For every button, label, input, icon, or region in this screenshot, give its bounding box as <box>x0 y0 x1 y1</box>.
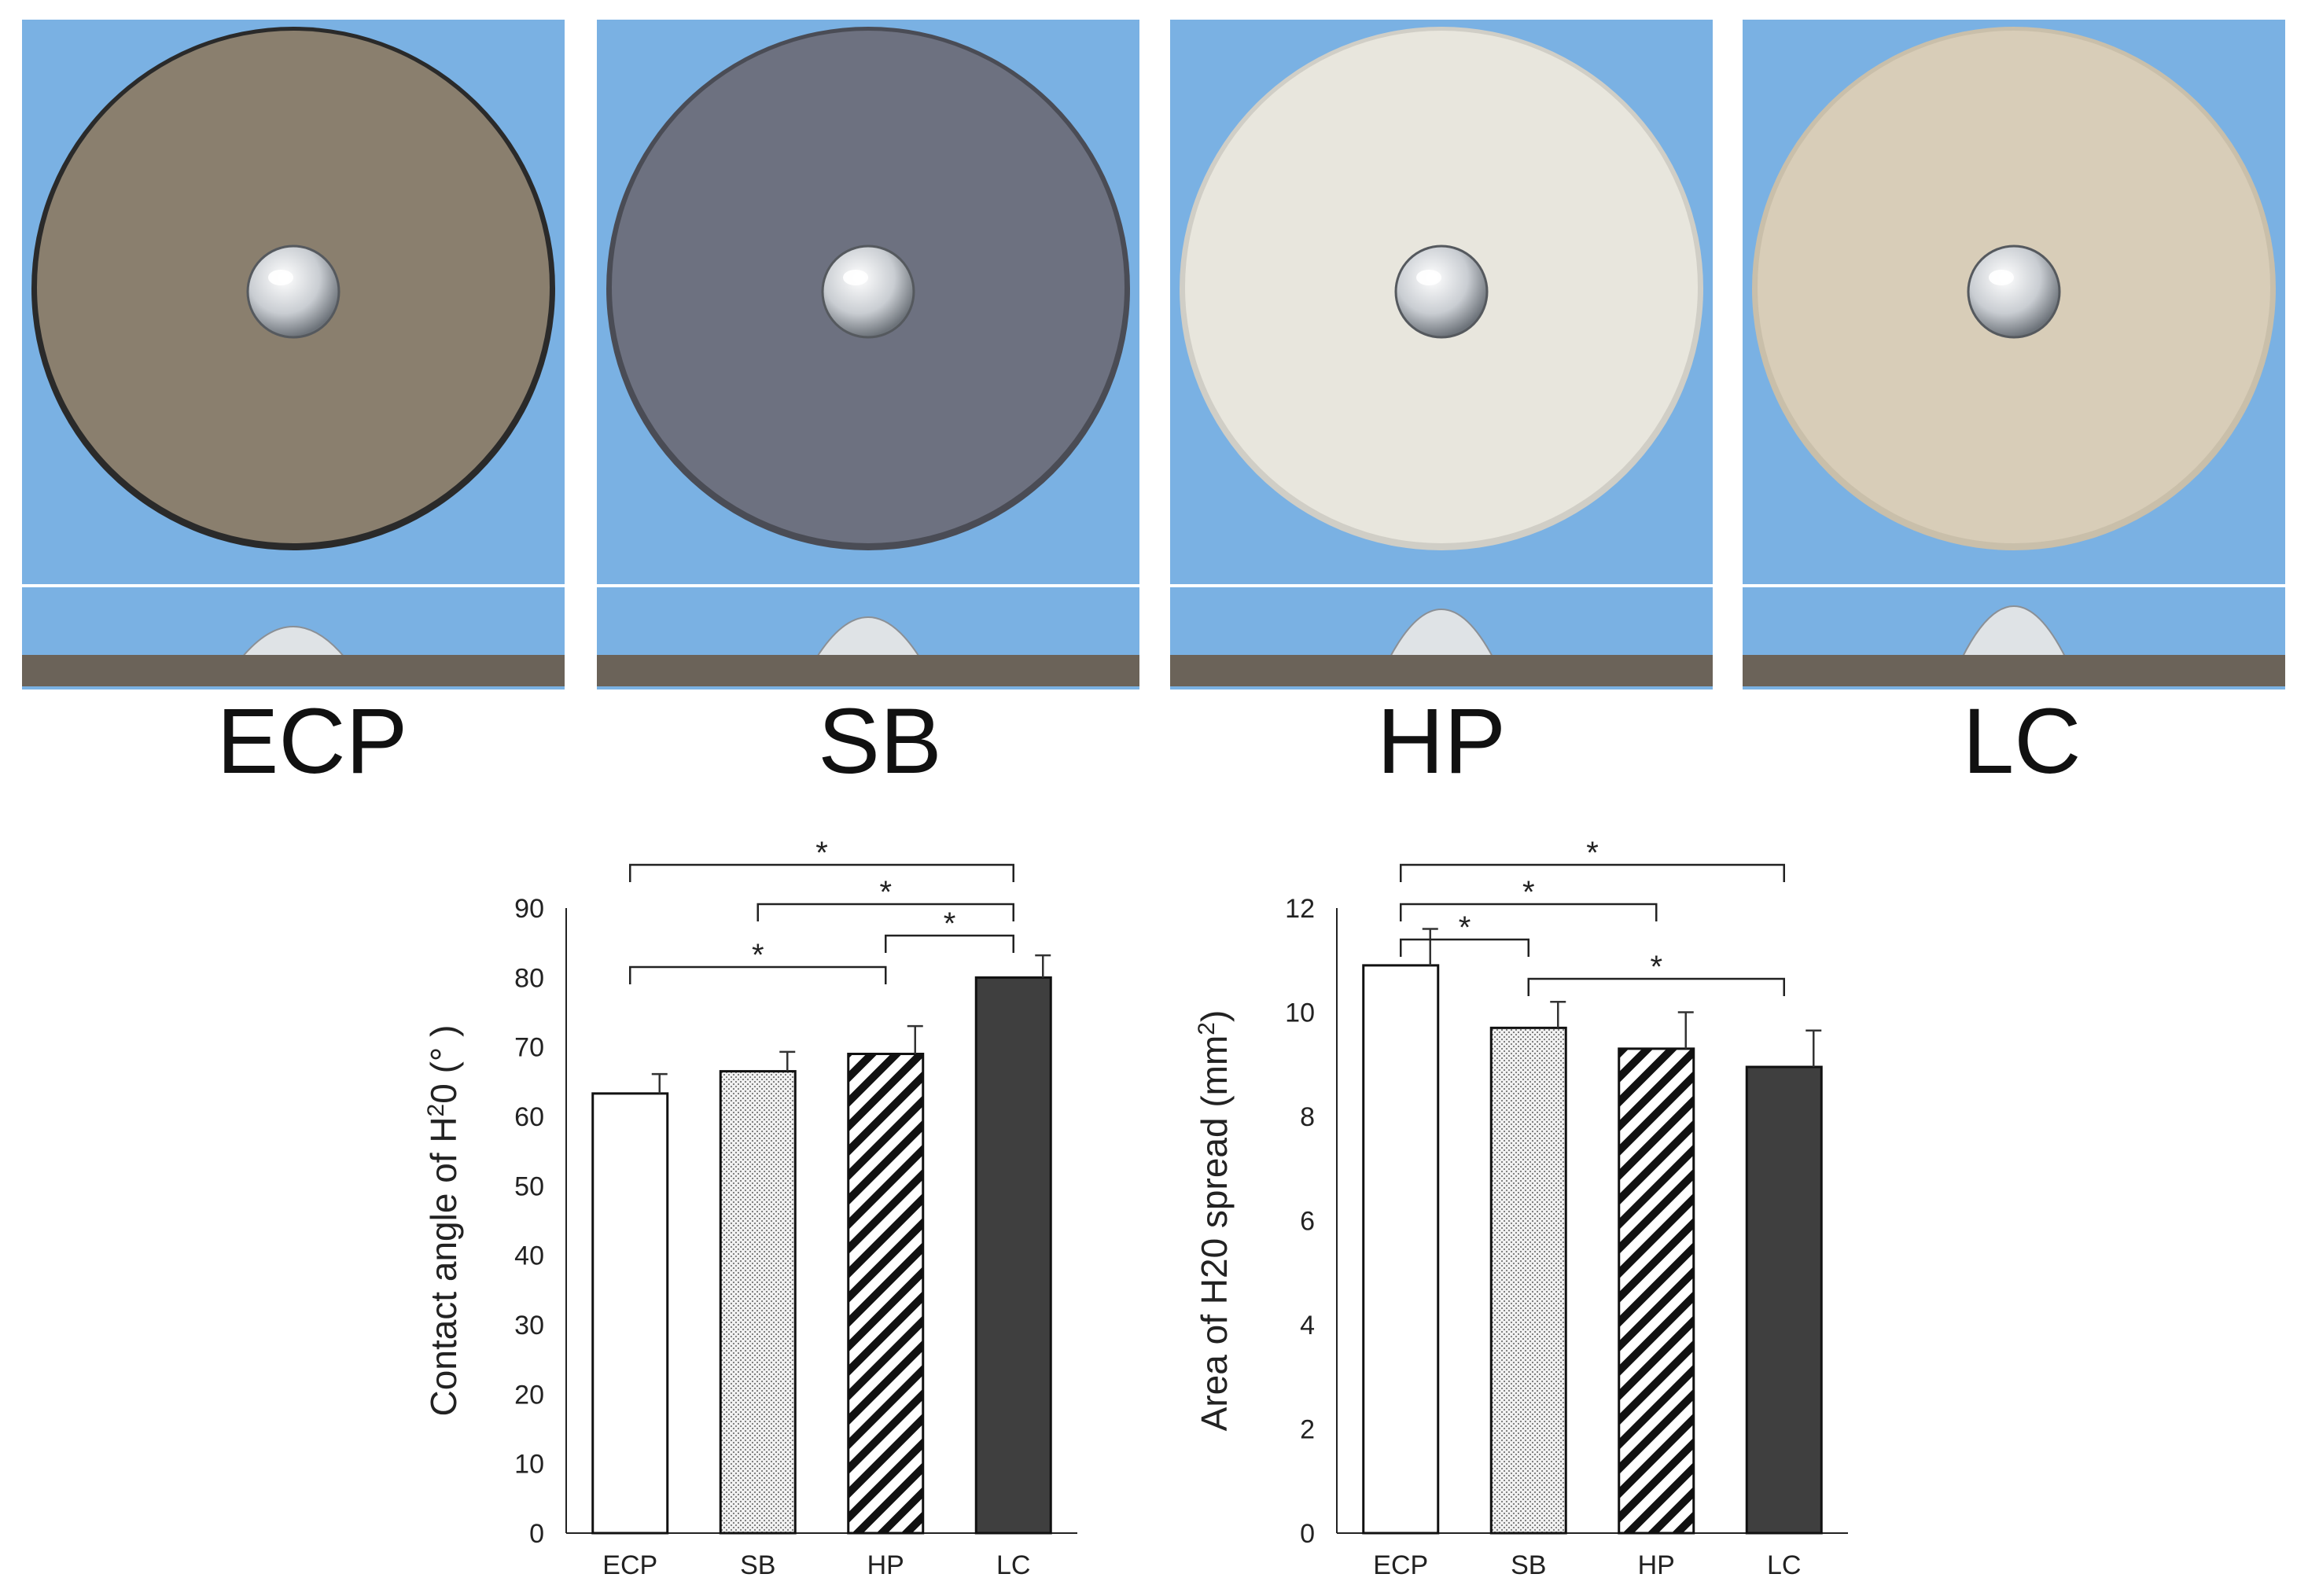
significance-label: * <box>1650 950 1662 984</box>
droplet <box>1394 245 1489 339</box>
droplet <box>821 245 915 339</box>
sample-label-lc: LC <box>1962 690 2082 793</box>
bar-lc <box>1745 1065 1823 1535</box>
significance-label: * <box>815 836 828 870</box>
spread-area-chart: 0 2 4 6 8 10 12 Area of H20 spread (mm2) ECP SB HP… <box>1156 826 1879 1596</box>
side-disc <box>597 655 1139 686</box>
droplet-highlight <box>268 270 293 285</box>
sample-photo-sb <box>597 20 1139 692</box>
y-tick-label: 0 <box>529 1519 544 1549</box>
bracket-line <box>756 903 1014 921</box>
bracket-line <box>1400 863 1785 882</box>
droplet-highlight <box>1989 270 2014 285</box>
significance-label: * <box>879 875 892 910</box>
significance-bracket: * <box>885 906 1014 953</box>
y-tick-label: 20 <box>514 1380 544 1410</box>
spread-area-chart-svg: 0 2 4 6 8 10 12 Area of H20 spread (mm2) ECP SB HP… <box>1194 836 1848 1580</box>
bracket-line <box>629 965 887 984</box>
y-tick-label: 4 <box>1300 1311 1315 1340</box>
y-tick-label: 30 <box>514 1311 544 1340</box>
droplet <box>246 245 340 339</box>
x-tick-label: ECP <box>602 1550 657 1580</box>
bracket-line <box>629 863 1014 882</box>
sample-photo-svg <box>1170 20 1713 690</box>
x-tick-label: SB <box>740 1550 775 1580</box>
sample-photo-svg <box>22 20 565 690</box>
droplet-highlight <box>1416 270 1441 285</box>
side-droplet <box>1388 609 1495 659</box>
significance-bracket: * <box>1527 950 1785 996</box>
significance-label: * <box>1522 875 1535 910</box>
droplet-highlight <box>843 270 868 285</box>
y-tick-label: 10 <box>514 1450 544 1480</box>
sample-label-hp: HP <box>1377 690 1506 793</box>
y-tick-label: 6 <box>1300 1207 1315 1237</box>
sample-photo-lc <box>1743 20 2285 692</box>
y-tick-label: 10 <box>1285 998 1315 1028</box>
bracket-line <box>1400 938 1529 957</box>
side-disc <box>1743 655 2285 686</box>
y-axis-label: Area of H20 spread (mm2) <box>1194 1010 1235 1432</box>
y-tick-label: 80 <box>514 963 544 993</box>
y-axis-label: Contact angle of H20 (° ) <box>423 1025 464 1417</box>
x-tick-label: SB <box>1511 1550 1546 1580</box>
bracket-line <box>885 934 1014 953</box>
bar-hp <box>1618 1047 1695 1535</box>
significance-bracket: * <box>629 836 1014 882</box>
y-tick-label: 2 <box>1300 1415 1315 1445</box>
y-tick-label: 8 <box>1300 1102 1315 1132</box>
significance-bracket: * <box>1400 875 1658 921</box>
significance-label: * <box>1459 910 1471 945</box>
contact-angle-chart: 0 10 20 30 40 50 60 70 80 90 Contact angle of H20 … <box>385 826 1109 1596</box>
y-tick-label: 12 <box>1285 894 1315 924</box>
y-tick-label: 60 <box>514 1102 544 1132</box>
bracket-line <box>1527 977 1785 996</box>
significance-label: * <box>1586 836 1599 870</box>
bar-ecp <box>591 1092 669 1535</box>
side-droplet <box>1960 605 2067 659</box>
y-tick-label: 0 <box>1300 1519 1315 1549</box>
x-tick-label: HP <box>1638 1550 1675 1580</box>
side-droplet <box>239 626 348 659</box>
significance-bracket: * <box>756 875 1014 921</box>
side-disc <box>1170 655 1713 686</box>
bracket-line <box>1400 903 1658 921</box>
bar-ecp <box>1362 964 1440 1535</box>
significance-label: * <box>944 906 956 941</box>
significance-bracket: * <box>1400 910 1529 957</box>
sample-photo-ecp <box>22 20 565 692</box>
y-tick-label: 70 <box>514 1033 544 1063</box>
significance-bracket: * <box>1400 836 1785 882</box>
y-tick-label: 40 <box>514 1241 544 1271</box>
contact-angle-chart-svg: 0 10 20 30 40 50 60 70 80 90 Contact angle of H20 … <box>423 836 1077 1580</box>
side-droplet <box>815 616 922 659</box>
bar-hp <box>847 1053 925 1535</box>
y-tick-label: 50 <box>514 1171 544 1201</box>
significance-label: * <box>752 938 764 973</box>
sample-label-sb: SB <box>818 690 942 793</box>
bar-sb <box>719 1070 797 1535</box>
y-tick-label: 90 <box>514 894 544 924</box>
sample-photo-svg <box>1743 20 2285 690</box>
bar-sb <box>1489 1026 1567 1535</box>
x-tick-label: HP <box>867 1550 904 1580</box>
x-tick-label: LC <box>996 1550 1030 1580</box>
sample-photo-hp <box>1170 20 1713 692</box>
droplet <box>1967 245 2061 339</box>
bar-lc <box>974 976 1052 1535</box>
x-tick-label: ECP <box>1373 1550 1428 1580</box>
x-tick-label: LC <box>1767 1550 1801 1580</box>
side-disc <box>22 655 565 686</box>
sample-photo-svg <box>597 20 1139 690</box>
significance-bracket: * <box>629 938 887 984</box>
sample-label-ecp: ECP <box>216 690 408 793</box>
